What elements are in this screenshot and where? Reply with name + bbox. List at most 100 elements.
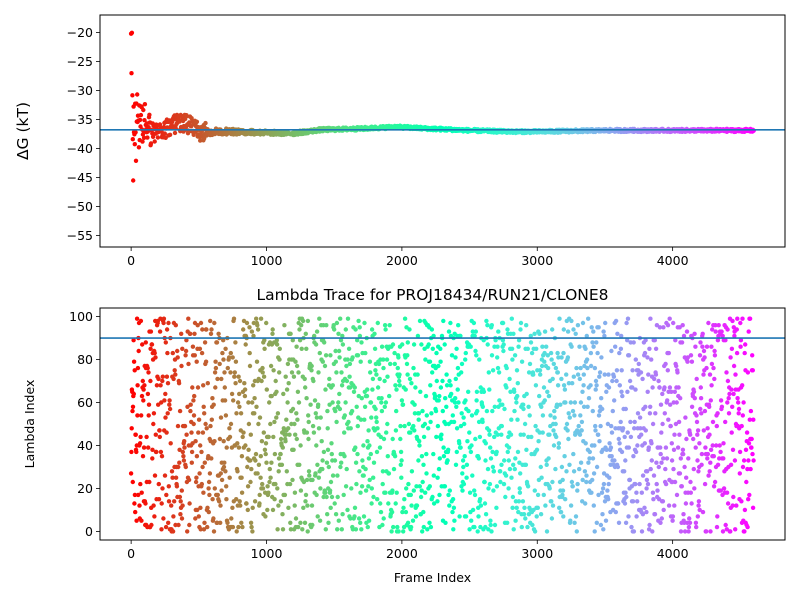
lambda-point [708, 398, 713, 403]
lambda-point [617, 383, 622, 388]
lambda-point [712, 353, 718, 358]
lambda-point [715, 338, 721, 343]
lambda-point [550, 479, 555, 485]
lambda-point [374, 372, 379, 377]
lambda-point [176, 464, 181, 470]
lambda-point [134, 518, 139, 523]
lambda-point [208, 423, 213, 429]
lambda-point [735, 396, 740, 401]
lambda-point [601, 527, 606, 532]
lambda-point [501, 342, 506, 347]
lambda-point [435, 475, 440, 480]
lambda-point [511, 331, 516, 336]
lambda-point [354, 404, 359, 409]
lambda-point [711, 454, 716, 459]
lambda-point [456, 323, 461, 328]
lambda-point [381, 516, 386, 521]
lambda-point [574, 529, 579, 534]
lambda-point [594, 340, 599, 345]
lambda-point [323, 387, 328, 392]
delta-g-point [145, 135, 150, 140]
lambda-point [232, 370, 237, 375]
lambda-point [472, 488, 477, 493]
lambda-point [138, 481, 143, 487]
lambda-point [494, 484, 500, 489]
lambda-point [415, 333, 421, 339]
lambda-point [336, 348, 342, 354]
lambda-point [394, 408, 399, 414]
lambda-point [536, 439, 541, 444]
lambda-point [210, 497, 215, 502]
lambda-point [647, 522, 652, 528]
lambda-point [546, 456, 551, 461]
lambda-point [492, 522, 498, 528]
lambda-point [195, 507, 200, 513]
lambda-point [296, 400, 302, 405]
lambda-point [134, 316, 140, 321]
lambda-point [565, 329, 571, 334]
lambda-point [265, 484, 270, 489]
lambda-point [187, 522, 192, 528]
lambda-point [667, 316, 672, 321]
lambda-point [512, 408, 517, 414]
lambda-point [725, 327, 730, 332]
lambda-point [675, 445, 681, 450]
lambda-point [274, 389, 279, 394]
lambda-point [572, 400, 578, 405]
lambda-point [472, 524, 477, 530]
lambda-point [619, 333, 624, 339]
lambda-point [607, 475, 612, 480]
delta-g-point [141, 107, 146, 113]
lambda-point [262, 447, 268, 452]
lambda-point [231, 398, 236, 403]
lambda-point [573, 514, 579, 519]
lambda-point [271, 368, 276, 373]
lambda-point [512, 353, 518, 358]
lambda-point [469, 518, 474, 523]
lambda-point [533, 423, 538, 429]
lambda-point [747, 316, 753, 321]
lambda-point [678, 396, 683, 401]
lambda-point [129, 426, 134, 431]
lambda-point [452, 400, 458, 405]
lambda-point [435, 423, 441, 429]
lambda-point [558, 402, 563, 407]
lambda-point [707, 404, 712, 409]
lambda-point [650, 421, 656, 427]
lambda-point [304, 346, 309, 351]
delta-g-x-ticks: 0 1000 2000 3000 4000 [127, 247, 689, 268]
lambda-point [336, 518, 341, 523]
lambda-point [390, 488, 395, 493]
lambda-point [294, 344, 299, 349]
lambda-point [438, 436, 444, 442]
lambda-point [506, 486, 511, 491]
lambda-point [599, 355, 604, 360]
lambda-point [609, 423, 614, 429]
lambda-point [151, 411, 157, 416]
lambda-point [345, 357, 350, 362]
lambda-point [426, 426, 431, 431]
lambda-point [563, 497, 568, 502]
lambda-point [747, 492, 752, 498]
lambda-point [339, 383, 345, 388]
lambda-point [500, 338, 506, 343]
lambda-point [592, 443, 597, 448]
lambda-point [462, 454, 467, 459]
lambda-point [601, 481, 607, 487]
lambda-point [393, 428, 399, 433]
lambda-point [741, 400, 746, 405]
lambda-point [699, 451, 705, 457]
lambda-point [405, 520, 411, 525]
lambda-point [299, 346, 304, 351]
lambda-point [708, 529, 713, 534]
lambda-point [183, 348, 189, 354]
lambda-point [414, 503, 420, 508]
lambda-point [708, 447, 714, 452]
lambda-point [742, 350, 747, 356]
lambda-point [431, 501, 437, 506]
lambda-point [403, 509, 409, 515]
lambda-point [500, 402, 505, 407]
lambda-point [630, 368, 635, 373]
lambda-point [677, 432, 682, 437]
lambda-point [306, 436, 311, 442]
